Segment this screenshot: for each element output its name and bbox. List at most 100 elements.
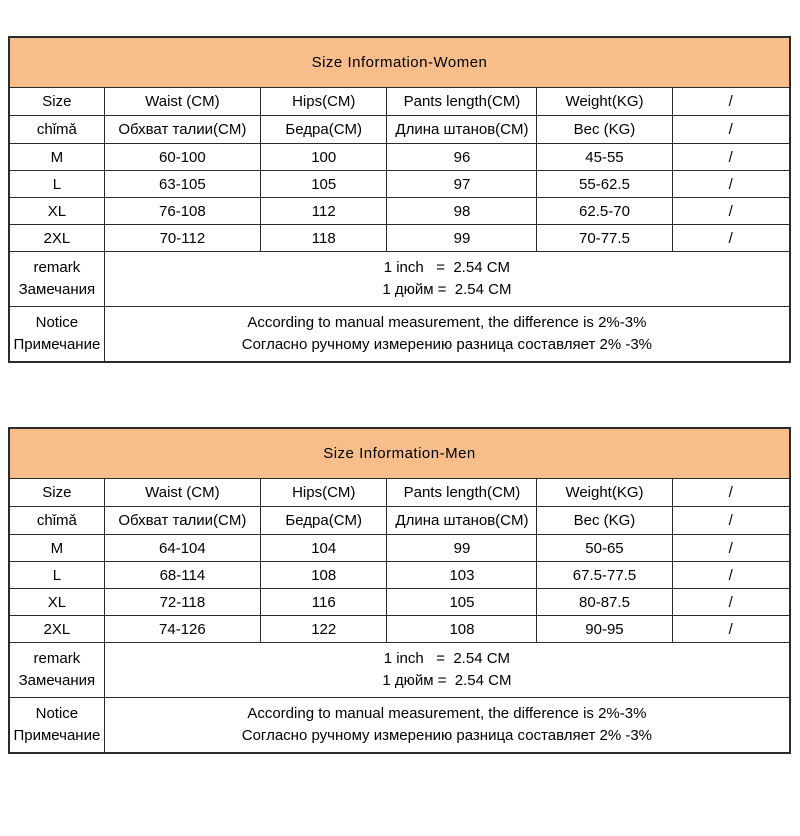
col-header-pants-length: Pants length(CM) [386,87,538,116]
hips-value: 122 [259,615,388,643]
men-size-row-2xl: 2XL 74-126 122 108 90-95 / [8,615,791,643]
men-title-row: Size Information-Men [8,427,791,479]
size-label: M [8,534,105,562]
notice-label: Notice Примечание [8,697,105,754]
col-header-waist: Waist (CM) [103,478,261,507]
notice-label: Notice Примечание [8,306,105,363]
slash-cell: / [671,615,791,643]
waist-value: 74-126 [103,615,261,643]
hips-value: 100 [259,143,388,171]
pants-length-value: 98 [386,197,538,225]
weight-value: 62.5-70 [536,197,673,225]
women-localized-header-row: chǐmǎ Обхват талии(CM) Бедра(CM) Длина ш… [8,115,791,144]
size-label: 2XL [8,615,105,643]
notice-line-ru: Согласно ручному измерению разница соста… [241,336,653,353]
col-header-size-pinyin: chǐmǎ [8,115,105,144]
hips-value: 116 [259,588,388,616]
size-label: XL [8,197,105,225]
remark-label-ru: Замечания [18,672,96,689]
col-header-slash: / [671,478,791,507]
col-header-waist: Waist (CM) [103,87,261,116]
col-header-slash: / [671,115,791,144]
pants-length-value: 108 [386,615,538,643]
remark-line-en: 1 inch = 2.54 CM [383,650,511,667]
weight-value: 80-87.5 [536,588,673,616]
size-label: L [8,561,105,589]
col-header-hips: Hips(CM) [259,478,388,507]
col-header-weight-ru: Вес (KG) [536,115,673,144]
men-size-table: Size Information-Men Size Waist (CM) Hip… [8,427,791,754]
col-header-weight: Weight(KG) [536,87,673,116]
pants-length-value: 99 [386,534,538,562]
notice-line-en: According to manual measurement, the dif… [247,705,647,722]
col-header-waist-ru: Обхват талии(CM) [103,115,261,144]
waist-value: 60-100 [103,143,261,171]
remark-label-en: remark [33,650,81,667]
remark-line-en: 1 inch = 2.54 CM [383,259,511,276]
men-remark-row: remark Замечания 1 inch = 2.54 CM 1 дюйм… [8,642,791,698]
hips-value: 108 [259,561,388,589]
col-header-hips-ru: Бедра(CM) [259,506,388,535]
slash-cell: / [671,197,791,225]
col-header-hips: Hips(CM) [259,87,388,116]
women-notice-row: Notice Примечание According to manual me… [8,306,791,363]
size-label: L [8,170,105,198]
waist-value: 76-108 [103,197,261,225]
waist-value: 68-114 [103,561,261,589]
notice-label-en: Notice [35,314,79,331]
col-header-weight-ru: Вес (KG) [536,506,673,535]
col-header-size: Size [8,87,105,116]
pants-length-value: 96 [386,143,538,171]
size-label: M [8,143,105,171]
men-notice-row: Notice Примечание According to manual me… [8,697,791,754]
remark-line-ru: 1 дюйм = 2.54 CM [382,672,512,689]
hips-value: 112 [259,197,388,225]
remark-label: remark Замечания [8,251,105,307]
hips-value: 105 [259,170,388,198]
slash-cell: / [671,170,791,198]
col-header-size: Size [8,478,105,507]
women-remark-row: remark Замечания 1 inch = 2.54 CM 1 дюйм… [8,251,791,307]
col-header-waist-ru: Обхват талии(CM) [103,506,261,535]
men-size-row-l: L 68-114 108 103 67.5-77.5 / [8,561,791,589]
women-size-row-xl: XL 76-108 112 98 62.5-70 / [8,197,791,225]
hips-value: 118 [259,224,388,252]
weight-value: 67.5-77.5 [536,561,673,589]
men-size-row-xl: XL 72-118 116 105 80-87.5 / [8,588,791,616]
remark-content: 1 inch = 2.54 CM 1 дюйм = 2.54 CM [103,251,791,307]
weight-value: 90-95 [536,615,673,643]
notice-label-ru: Примечание [13,727,101,744]
waist-value: 64-104 [103,534,261,562]
weight-value: 55-62.5 [536,170,673,198]
women-size-row-l: L 63-105 105 97 55-62.5 / [8,170,791,198]
waist-value: 70-112 [103,224,261,252]
weight-value: 50-65 [536,534,673,562]
col-header-pants-length: Pants length(CM) [386,478,538,507]
notice-label-ru: Примечание [13,336,101,353]
remark-label: remark Замечания [8,642,105,698]
hips-value: 104 [259,534,388,562]
remark-label-en: remark [33,259,81,276]
slash-cell: / [671,224,791,252]
col-header-hips-ru: Бедра(CM) [259,115,388,144]
col-header-weight: Weight(KG) [536,478,673,507]
size-label: 2XL [8,224,105,252]
men-localized-header-row: chǐmǎ Обхват талии(CM) Бедра(CM) Длина ш… [8,506,791,535]
pants-length-value: 105 [386,588,538,616]
men-table-title: Size Information-Men [8,427,791,479]
slash-cell: / [671,561,791,589]
waist-value: 72-118 [103,588,261,616]
women-table-title: Size Information-Women [8,36,791,88]
notice-line-ru: Согласно ручному измерению разница соста… [241,727,653,744]
slash-cell: / [671,588,791,616]
weight-value: 45-55 [536,143,673,171]
notice-label-en: Notice [35,705,79,722]
men-size-row-m: M 64-104 104 99 50-65 / [8,534,791,562]
remark-line-ru: 1 дюйм = 2.54 CM [382,281,512,298]
weight-value: 70-77.5 [536,224,673,252]
notice-content: According to manual measurement, the dif… [103,306,791,363]
col-header-pants-length-ru: Длина штанов(CM) [386,115,538,144]
size-label: XL [8,588,105,616]
slash-cell: / [671,534,791,562]
pants-length-value: 97 [386,170,538,198]
